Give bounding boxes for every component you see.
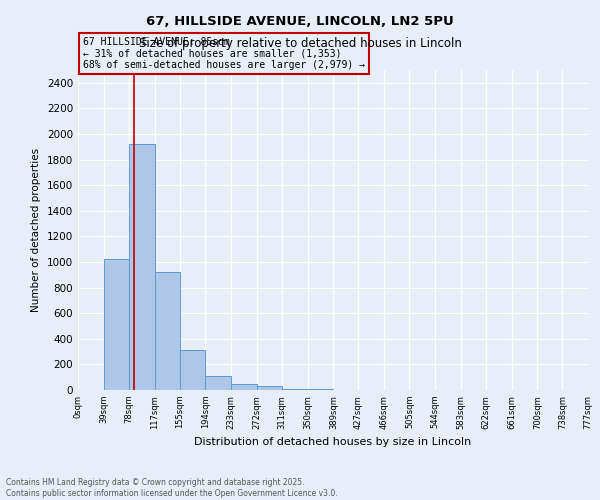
Bar bbox=[104, 260, 129, 390]
Bar bbox=[155, 272, 180, 390]
Text: Contains HM Land Registry data © Crown copyright and database right 2025.
Contai: Contains HM Land Registry data © Crown c… bbox=[6, 478, 338, 498]
Text: 67, HILLSIDE AVENUE, LINCOLN, LN2 5PU: 67, HILLSIDE AVENUE, LINCOLN, LN2 5PU bbox=[146, 15, 454, 28]
Text: 67 HILLSIDE AVENUE: 85sqm
← 31% of detached houses are smaller (1,353)
68% of se: 67 HILLSIDE AVENUE: 85sqm ← 31% of detac… bbox=[83, 37, 365, 70]
Bar bbox=[205, 376, 231, 390]
Text: Size of property relative to detached houses in Lincoln: Size of property relative to detached ho… bbox=[139, 38, 461, 51]
Bar bbox=[180, 350, 205, 390]
Bar bbox=[282, 388, 308, 390]
X-axis label: Distribution of detached houses by size in Lincoln: Distribution of detached houses by size … bbox=[194, 437, 472, 447]
Y-axis label: Number of detached properties: Number of detached properties bbox=[31, 148, 41, 312]
Bar bbox=[129, 144, 155, 390]
Bar bbox=[257, 386, 282, 390]
Bar bbox=[231, 384, 257, 390]
